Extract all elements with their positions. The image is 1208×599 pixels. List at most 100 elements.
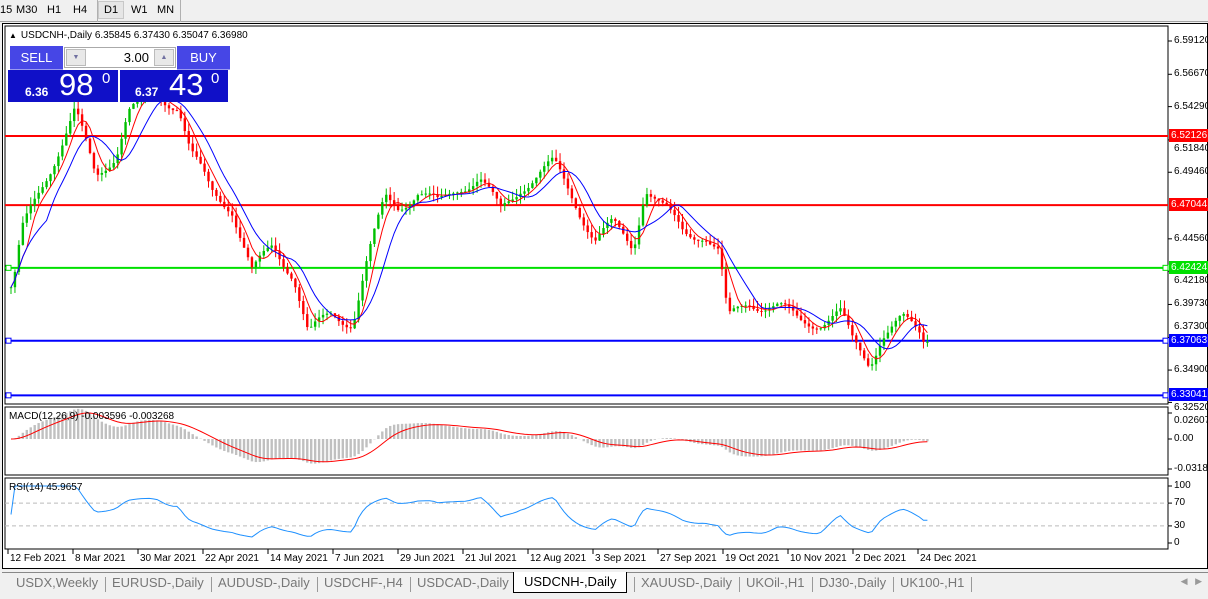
chart-tab[interactable]: USDCNH-,Daily [513,572,628,593]
collapse-triangle-icon[interactable]: ▲ [9,31,17,40]
bear-candle [578,207,581,218]
lot-size-input[interactable]: ▼ 3.00 ▲ [64,47,176,68]
rsi-panel-frame [4,477,1169,550]
bull-candle [9,287,13,289]
chart-tab[interactable]: USDCAD-,Daily [417,575,509,590]
timeframe-mn[interactable]: MN [157,4,175,16]
buy-price[interactable]: 6.37 43 0 [120,67,228,102]
level-price-label: 6.42424 [1169,260,1208,274]
macd-histogram-bar [353,439,356,457]
lot-decrease-icon[interactable]: ▼ [66,49,86,66]
macd-histogram-bar [866,439,870,450]
macd-histogram-bar [503,434,506,439]
macd-histogram-bar [262,439,265,462]
lot-increase-icon[interactable]: ▲ [154,49,174,66]
chart-tab[interactable]: USDX,Weekly [16,575,99,590]
sell-button[interactable]: SELL [10,46,63,70]
bull-candle [456,192,459,194]
bear-candle [349,327,352,329]
timeframe-d1[interactable]: D1 [98,1,125,19]
bull-candle [377,214,380,229]
bear-candle [661,200,664,203]
macd-histogram-bar [728,439,732,453]
macd-histogram-bar [669,438,672,439]
macd-histogram-bar [428,423,431,439]
chart-tab[interactable]: USDCHF-,H4 [324,575,403,590]
macd-histogram-bar [673,438,676,439]
bull-candle [460,192,463,194]
macd-histogram-bar [732,439,736,455]
macd-histogram-bar [396,424,400,439]
chart-tab[interactable]: UK100-,H1 [900,575,965,590]
chart-tab[interactable]: UKOil-,H1 [746,575,805,590]
bull-candle [400,209,404,211]
bear-candle [590,232,593,238]
level-handle [5,264,12,271]
bear-candle [629,240,633,249]
bear-candle [914,321,917,327]
bull-candle [69,121,72,134]
timeframe-h1[interactable]: H1 [47,4,62,16]
date-tick-label: 27 Sep 2021 [660,553,717,564]
macd-histogram-bar [452,426,455,439]
macd-histogram-bar [266,439,269,461]
macd-histogram-bar [495,431,499,439]
macd-histogram-bar [57,415,60,439]
macd-histogram-bar [152,419,155,439]
chart-canvas[interactable] [3,24,1208,570]
date-tick-label: 22 Apr 2021 [205,553,259,564]
bear-candle [175,110,179,112]
macd-histogram-bar [294,439,297,459]
bear-candle [341,321,344,325]
bear-candle [728,297,732,312]
macd-histogram-bar [412,423,416,439]
bull-candle [420,194,423,196]
bear-candle [250,257,254,268]
chart-tab[interactable]: XAUUSD-,Daily [641,575,733,590]
macd-histogram-bar [906,439,909,441]
bull-candle [262,251,265,256]
macd-histogram-bar [270,439,273,460]
bull-candle [61,145,64,157]
macd-histogram-bar [456,427,459,439]
tab-scroll-arrows-icon[interactable]: ◀ ▶ [1180,576,1202,586]
bear-candle [787,304,791,307]
buy-price-fraction: 0 [211,70,220,87]
buy-button[interactable]: BUY [177,46,230,70]
timeframe-m30[interactable]: M30 [16,4,38,16]
chart-tab[interactable]: DJ30-,Daily [819,575,887,590]
bull-candle [894,320,897,327]
macd-histogram-bar [645,439,649,443]
macd-histogram-bar [918,439,921,440]
macd-histogram-bar [21,432,25,439]
macd-histogram-bar [80,409,84,439]
bull-candle [519,193,522,198]
macd-histogram-bar [124,425,127,439]
timeframe-m15[interactable]: 15 [0,4,13,16]
lot-size-value[interactable]: 3.00 [123,50,149,65]
macd-histogram-bar [120,426,123,439]
macd-histogram-bar [321,439,325,463]
macd-histogram-bar [207,439,210,444]
macd-histogram-bar [460,427,463,439]
macd-histogram-bar [926,439,929,442]
macd-histogram-bar [716,439,720,446]
macd-histogram-bar [274,439,277,459]
timeframe-h4[interactable]: H4 [73,4,88,16]
chart-tab[interactable]: AUDUSD-,Daily [218,575,310,590]
macd-histogram-bar [839,439,842,446]
chart-window[interactable]: ▲ USDCNH-,Daily 6.35845 6.37430 6.35047 6… [2,23,1208,569]
tab-separator [317,577,318,592]
bear-candle [626,233,629,241]
macd-signal-line [10,412,928,463]
macd-histogram-bar [128,423,131,439]
chart-tab[interactable]: EURUSD-,Daily [112,575,204,590]
macd-histogram-bar [381,431,384,439]
bear-candle [199,156,202,164]
macd-histogram-bar [310,439,313,464]
date-tick-label: 10 Nov 2021 [790,553,847,564]
bull-candle [539,171,542,178]
timeframe-w1[interactable]: W1 [131,4,148,16]
price-tick-label: 6.51840 [1174,143,1208,155]
sell-price[interactable]: 6.36 98 0 [8,67,118,102]
